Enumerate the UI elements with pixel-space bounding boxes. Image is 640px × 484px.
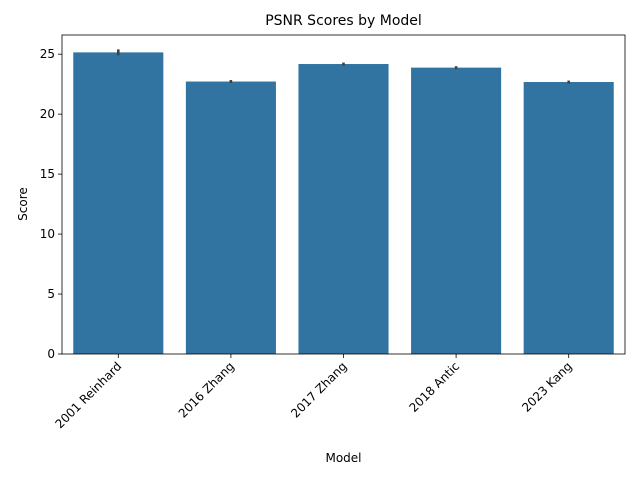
chart-title: PSNR Scores by Model [265, 13, 422, 29]
x-tick-label: 2018 Antic [406, 359, 462, 415]
bar [298, 64, 389, 355]
bar [185, 81, 276, 354]
x-axis-label: Model [325, 451, 361, 465]
x-tick-label: 2001 Reinhard [52, 359, 124, 431]
bar [73, 52, 164, 354]
y-tick-label: 0 [47, 347, 55, 361]
plot-area: 2001 Reinhard 2016 Zhang 2017 Zhang 2018 An… [40, 34, 626, 431]
y-tick-label: 20 [40, 107, 55, 121]
bar [523, 82, 614, 354]
y-tick-label: 15 [40, 167, 55, 181]
bar [411, 67, 502, 355]
y-tick-label: 5 [47, 287, 55, 301]
y-tick-label: 25 [40, 47, 55, 61]
y-tick-label: 10 [40, 227, 55, 241]
axes-frame [61, 34, 626, 355]
x-tick-label: 2023 Kang [519, 359, 575, 415]
x-tick-label: 2016 Zhang [176, 359, 237, 420]
x-tick-label: 2017 Zhang [288, 359, 349, 420]
y-axis-label: Score [16, 187, 30, 221]
